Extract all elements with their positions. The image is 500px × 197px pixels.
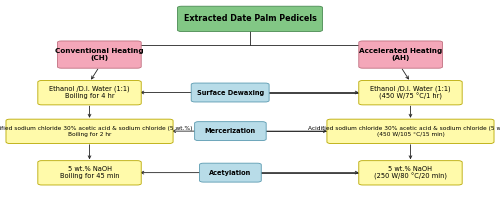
Text: Conventional Heating
(CH): Conventional Heating (CH): [55, 48, 144, 61]
FancyBboxPatch shape: [359, 81, 462, 105]
Text: Ethanol /D.I. Water (1:1)
(450 W/75 °C/1 hr): Ethanol /D.I. Water (1:1) (450 W/75 °C/1…: [370, 85, 451, 100]
FancyBboxPatch shape: [327, 119, 494, 143]
Text: Acidified sodium chloride 30% acetic acid & sodium chloride (5 wt.%)
Boiling for: Acidified sodium chloride 30% acetic aci…: [0, 126, 192, 137]
FancyBboxPatch shape: [178, 6, 322, 32]
Text: Acetylation: Acetylation: [210, 170, 252, 176]
Text: Acidified sodium chloride 30% acetic acid & sodium chloride (5 wt.%)
(450 W/105 : Acidified sodium chloride 30% acetic aci…: [308, 126, 500, 137]
FancyBboxPatch shape: [38, 161, 141, 185]
Text: Surface Dewaxing: Surface Dewaxing: [196, 89, 264, 96]
FancyBboxPatch shape: [58, 41, 141, 68]
FancyBboxPatch shape: [200, 163, 262, 182]
Text: Accelerated Heating
(AH): Accelerated Heating (AH): [359, 48, 442, 61]
Text: 5 wt.% NaOH
Boiling for 45 min: 5 wt.% NaOH Boiling for 45 min: [60, 166, 120, 179]
FancyBboxPatch shape: [6, 119, 173, 143]
FancyBboxPatch shape: [359, 161, 462, 185]
Text: 5 wt.% NaOH
(250 W/80 °C/20 min): 5 wt.% NaOH (250 W/80 °C/20 min): [374, 166, 447, 180]
FancyBboxPatch shape: [191, 83, 269, 102]
FancyBboxPatch shape: [38, 81, 141, 105]
Text: Mercerization: Mercerization: [205, 128, 256, 134]
Text: Ethanol /D.I. Water (1:1)
Boiling for 4 hr: Ethanol /D.I. Water (1:1) Boiling for 4 …: [49, 86, 130, 99]
FancyBboxPatch shape: [359, 41, 442, 68]
FancyBboxPatch shape: [194, 122, 266, 141]
Text: Extracted Date Palm Pedicels: Extracted Date Palm Pedicels: [184, 14, 316, 23]
